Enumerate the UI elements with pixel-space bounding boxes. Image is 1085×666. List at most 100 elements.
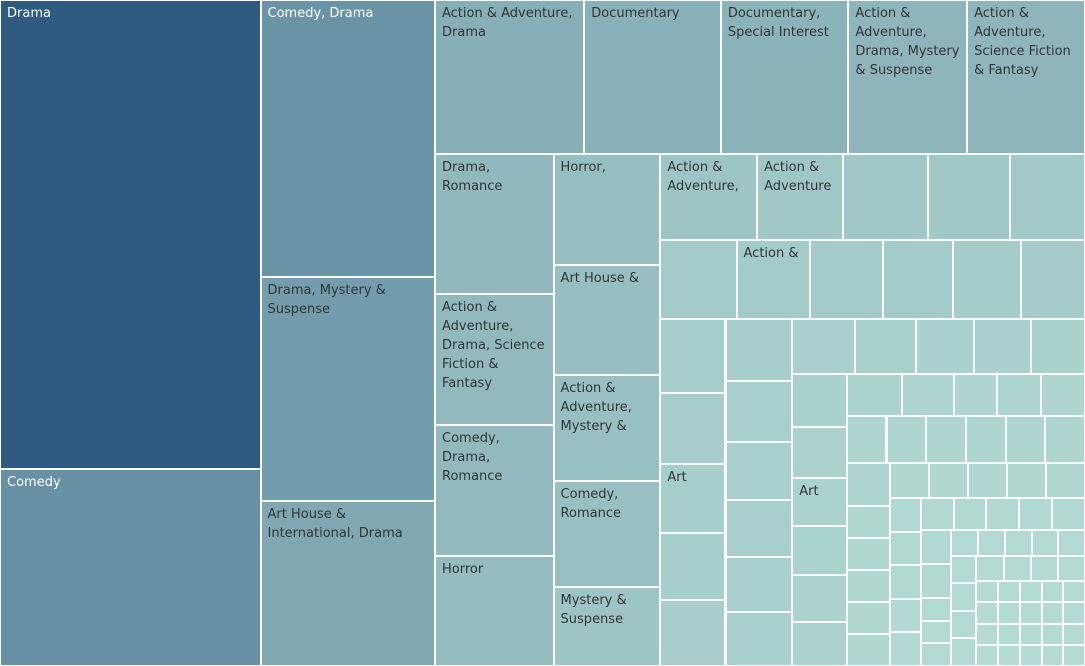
tile	[998, 644, 1020, 666]
tile: Action & Adventure	[757, 154, 844, 241]
tile-label: Documentary	[591, 6, 680, 21]
tile	[1019, 623, 1042, 645]
tile	[1041, 644, 1064, 666]
tile	[1058, 529, 1085, 556]
tile	[978, 529, 1005, 556]
tile	[974, 319, 1031, 375]
tile-label: Action & Adventure, Drama, Mystery & Sus…	[855, 6, 960, 78]
tile	[1041, 623, 1064, 645]
tile: Action & Adventure, Drama	[435, 0, 585, 155]
tile	[1003, 555, 1031, 582]
tile	[1063, 644, 1085, 666]
tile: Art House & International, Drama	[260, 500, 435, 666]
tile-label: Horror	[442, 562, 484, 578]
tile	[660, 240, 737, 319]
tile	[920, 597, 952, 621]
tile-label: Action & Adventure, Science Fiction & Fa…	[974, 6, 1071, 78]
tile	[792, 374, 847, 427]
tile: Drama	[0, 0, 261, 470]
tile	[889, 498, 921, 532]
tile	[660, 533, 726, 601]
tile: Action &	[736, 240, 810, 319]
tile	[1057, 555, 1085, 582]
tile	[976, 602, 999, 624]
tile	[998, 602, 1020, 624]
tile	[855, 319, 916, 375]
tile	[1031, 529, 1059, 556]
tile	[1019, 498, 1053, 530]
tile	[809, 240, 883, 319]
tile: Comedy, Drama, Romance	[435, 424, 554, 557]
tile: Horror,	[553, 154, 661, 265]
tile-label: Art	[667, 470, 687, 486]
tile	[792, 526, 847, 576]
tile	[660, 600, 726, 666]
tile	[889, 531, 921, 566]
tile	[1052, 498, 1085, 530]
tile	[967, 462, 1007, 499]
tile-label: Mystery & Suspense	[560, 593, 627, 628]
tile	[846, 569, 890, 602]
tile-label: Comedy, Romance	[560, 487, 621, 522]
tile	[846, 462, 890, 506]
tile-label: Documentary, Special Interest	[727, 6, 829, 40]
tile-label: Comedy	[7, 475, 61, 491]
tile	[926, 416, 966, 463]
tile	[660, 393, 726, 465]
tile	[889, 598, 921, 633]
tile	[725, 381, 793, 442]
tile-label: Action &	[743, 246, 799, 262]
tile	[997, 374, 1042, 417]
tile-label: Drama, Mystery & Suspense	[267, 282, 386, 317]
tile: Art House &	[553, 264, 661, 375]
tile	[1063, 623, 1085, 645]
tile: Action & Adventure, Drama, Science Ficti…	[435, 293, 554, 425]
tile	[1004, 529, 1032, 556]
tile	[951, 583, 977, 611]
tile	[846, 505, 890, 538]
tile: Mystery & Suspense	[553, 587, 661, 666]
tile: Action & Adventure,	[660, 154, 758, 241]
tile	[846, 416, 887, 463]
tile	[886, 416, 927, 463]
tile	[920, 529, 952, 564]
tile	[1030, 319, 1085, 375]
tile	[976, 581, 999, 603]
tile	[792, 575, 847, 622]
tile	[846, 633, 890, 666]
tile-label: Action & Adventure	[764, 160, 832, 195]
tile-label: Action & Adventure, Drama, Science Ficti…	[442, 299, 545, 391]
tile: Drama, Mystery & Suspense	[260, 276, 435, 501]
tile	[1063, 602, 1085, 624]
tile	[1045, 416, 1085, 463]
tile	[792, 319, 855, 375]
tile-label: Art House & International, Drama	[267, 506, 403, 541]
tile	[1019, 644, 1042, 666]
tile	[965, 416, 1006, 463]
tile-label: Art House &	[560, 270, 640, 286]
tile	[1020, 240, 1085, 319]
tile	[998, 581, 1020, 603]
tile	[986, 498, 1020, 530]
tile-label: Comedy, Drama, Romance	[442, 430, 503, 484]
tile	[953, 498, 987, 530]
tile	[1063, 581, 1085, 603]
tile	[843, 154, 928, 241]
tile	[1045, 462, 1085, 499]
tile	[725, 441, 793, 501]
tile	[1019, 581, 1042, 603]
tile	[846, 601, 890, 634]
tile: Art	[660, 464, 726, 534]
tile: Action & Adventure, Science Fiction & Fa…	[967, 0, 1085, 155]
tile	[1030, 555, 1058, 582]
tile	[1041, 602, 1064, 624]
tile	[920, 498, 954, 530]
tile	[951, 529, 979, 556]
tile-label: Drama, Romance	[442, 160, 503, 195]
tile	[920, 563, 952, 598]
tile	[928, 462, 968, 499]
tile	[998, 623, 1020, 645]
tile	[660, 319, 726, 394]
tile	[951, 610, 977, 639]
